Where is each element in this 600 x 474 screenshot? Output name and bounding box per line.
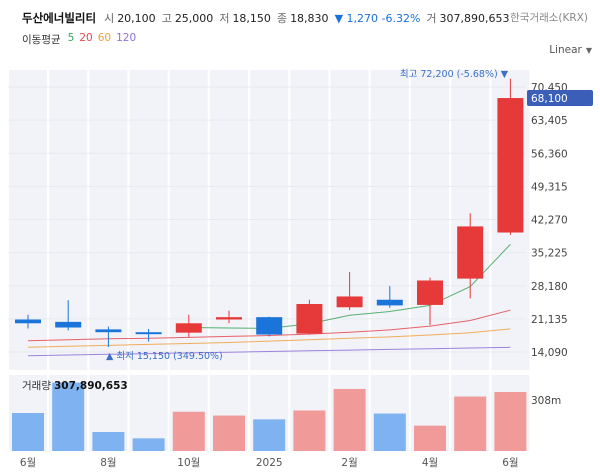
volume-bar (414, 425, 446, 451)
current-price-label: 68,100 (531, 93, 568, 105)
low-label: 저 (219, 12, 230, 25)
ma-line-120 (27, 346, 511, 357)
volume-title-value: 307,890,653 (53, 380, 128, 392)
x-axis-label: 8월 (100, 457, 116, 469)
volume-bar (373, 413, 406, 451)
price-tick-label: 49,315 (531, 181, 568, 193)
candle-body (296, 303, 323, 334)
stock-name: 두산에너빌리티 (22, 11, 97, 25)
price-tick-label: 14,090 (531, 347, 568, 359)
x-axis-label: 6월 (502, 457, 518, 469)
change-value: ▼ 1,270 -6.32% (334, 11, 421, 25)
ma-5-legend[interactable]: 5 (67, 32, 75, 44)
ma-20-legend[interactable]: 20 (79, 32, 93, 44)
price-tick-label: 21,135 (531, 314, 568, 326)
candle-body (497, 98, 524, 233)
volume-bar (172, 411, 205, 451)
candle-body (336, 296, 363, 308)
x-axis-label: 6월 (20, 457, 36, 469)
low-value: 18,150 (232, 11, 271, 25)
volume-bar (92, 432, 125, 451)
volume-title-label: 거래량 (22, 380, 51, 392)
volume-axis-label: 308m (531, 395, 561, 407)
candle-body (216, 317, 242, 320)
volume-bar (333, 388, 366, 451)
candle-body (457, 226, 484, 279)
x-axis-label: 10월 (177, 457, 200, 469)
price-tick-label: 63,405 (531, 115, 568, 127)
volume-bar (253, 419, 286, 451)
chevron-down-icon: ▼ (585, 45, 592, 55)
ma-120-legend[interactable]: 120 (116, 32, 137, 44)
scale-label: Linear (549, 44, 582, 56)
x-axis-label: 2025 (256, 457, 283, 469)
candle-body (15, 319, 41, 324)
close-value: 18,830 (290, 11, 329, 25)
candle-body (175, 323, 202, 333)
volume-label: 거 (426, 12, 437, 25)
volume-bar (494, 391, 527, 451)
volume-bar (454, 396, 487, 451)
price-header: 두산에너빌리티 시 20,100 고 25,000 저 18,150 종 18,… (22, 8, 590, 28)
candle-body (256, 317, 283, 335)
price-tick-label: 28,180 (531, 281, 568, 293)
exchange-label: 한국거래소(KRX) (510, 12, 588, 24)
current-price-tag (527, 90, 593, 107)
max-price-annotation: 최고 72,200 (-5.68%) ▼ (400, 69, 509, 80)
volume-value: 307,890,653 (439, 11, 510, 25)
high-value: 25,000 (174, 11, 214, 25)
ma-60-legend[interactable]: 60 (97, 32, 112, 44)
min-price-annotation: ▲ 최저 15,150 (349.50%) (106, 351, 223, 362)
volume-bar (213, 415, 245, 451)
x-axis-label: 4월 (422, 457, 438, 469)
ma-line-5 (188, 243, 511, 329)
price-tick-label: 56,360 (531, 148, 568, 160)
candle-body (95, 329, 122, 333)
volume-bar (132, 438, 165, 451)
price-tick-label: 35,225 (531, 248, 568, 260)
close-label: 종 (276, 12, 288, 25)
open-value: 20,100 (117, 11, 156, 25)
volume-bar (52, 382, 85, 451)
ma-title: 이동평균 (22, 34, 61, 46)
candle-body (417, 280, 443, 305)
candle-body (55, 321, 82, 328)
x-axis-label: 2월 (341, 457, 357, 469)
candle-body (376, 299, 403, 306)
volume-band (129, 375, 168, 451)
volume-title: 거래량 307,890,653 (22, 378, 128, 393)
candle-body (135, 332, 162, 335)
volume-bar (293, 410, 326, 451)
high-label: 고 (161, 12, 172, 25)
moving-average-legend: 이동평균 5 20 60 120 (22, 32, 136, 47)
scale-dropdown[interactable]: Linear ▼ (549, 44, 592, 56)
open-label: 시 (104, 12, 115, 25)
volume-bar (12, 413, 44, 451)
price-tick-label: 42,270 (531, 215, 568, 227)
